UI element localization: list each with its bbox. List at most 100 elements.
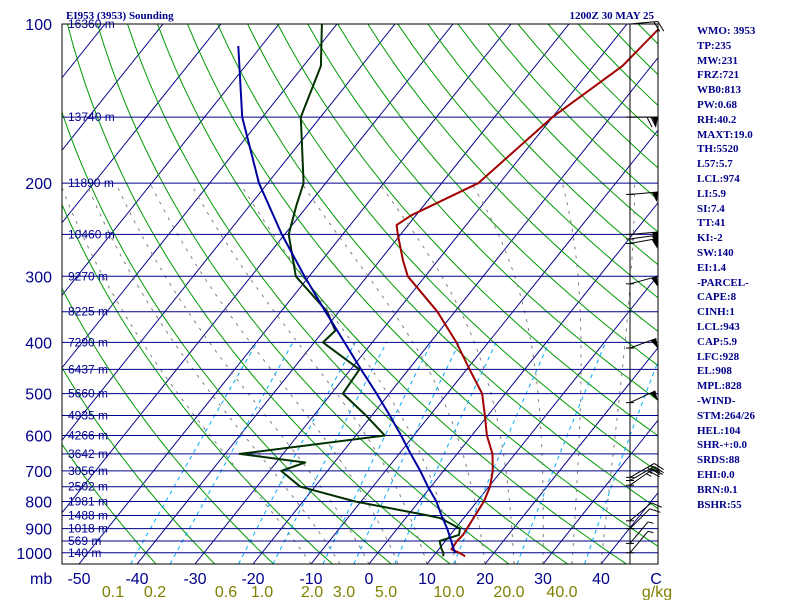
stat-line: TT:41: [697, 217, 726, 230]
pressure-tick-label: 900: [25, 522, 52, 539]
barb-staff: [629, 508, 651, 529]
dry-adiabat: [367, 24, 658, 333]
barb-full: [651, 502, 662, 508]
wind-barb: [629, 508, 661, 529]
isotherm: [368, 201, 658, 564]
isotherm: [62, 24, 164, 152]
sounding-indices-panel: WMO: 3953 TP:235 MW:231 FRZ:721 WB0:813 PW:0.…: [697, 24, 797, 512]
background-lines: [62, 24, 658, 564]
dewpoint-profile: [238, 24, 461, 557]
isotherm: [62, 24, 338, 369]
dry-adiabat: [217, 24, 658, 510]
temperature-tick-label: 40: [592, 571, 610, 588]
stat-line: WB0:813: [697, 84, 741, 97]
mixing-ratio-line: [394, 342, 497, 564]
barb-full: [649, 508, 661, 513]
dry-adiabat: [337, 24, 658, 367]
pressure-tick-label: 500: [25, 387, 52, 404]
temperature-tick-label: -20: [241, 571, 264, 588]
isotherm: [136, 24, 570, 564]
stat-line: EHI:0.0: [697, 468, 735, 481]
temperature-unit-label: C: [650, 571, 662, 588]
pressure-tick-label: 300: [25, 269, 52, 286]
barb-flag: [652, 117, 658, 128]
wind-barb: [629, 521, 654, 544]
moist-adiabat: [149, 182, 399, 564]
stat-line: LI:5.9: [697, 187, 727, 200]
wind-barb: [629, 502, 662, 522]
barb-flag: [651, 238, 658, 249]
barb-staff: [629, 238, 658, 244]
barb-full: [652, 468, 664, 475]
height-label: 1018 m: [68, 522, 108, 536]
height-label: 3642 m: [68, 447, 108, 461]
height-label: 13740 m: [68, 110, 115, 124]
stat-line: CAPE:8: [697, 291, 737, 304]
moist-adiabat: [561, 183, 582, 564]
pressure-unit-label: mb: [30, 571, 52, 588]
barb-full: [653, 462, 664, 470]
temperature-tick-label: 30: [534, 571, 552, 588]
barb-full: [649, 470, 660, 478]
isotherm: [194, 24, 628, 564]
isotherm: [62, 24, 280, 297]
barb-full: [657, 21, 665, 32]
dry-adiabat: [157, 24, 627, 564]
stat-line: CAP:5.9: [697, 335, 738, 348]
stat-line: KI:-2: [697, 232, 723, 245]
wind-barb: [629, 238, 658, 249]
isotherm: [252, 56, 658, 564]
isotherm: [62, 24, 396, 442]
mixing-ratio-tick-label: 10.0: [433, 584, 464, 600]
height-label: 11890 m: [68, 176, 114, 190]
moist-adiabat: [190, 182, 428, 564]
barb-full: [653, 21, 661, 32]
mixing-ratio-tick-label: 2.0: [301, 584, 323, 600]
barb-staff: [629, 21, 658, 25]
isotherm: [426, 274, 658, 564]
temperature-tick-label: 0: [365, 571, 374, 588]
mixing-ratio-tick-label: 5.0: [375, 584, 397, 600]
barb-half: [647, 530, 654, 534]
dry-adiabat: [62, 366, 216, 564]
barb-staff: [629, 337, 657, 349]
moist-adiabat: [471, 182, 544, 564]
stat-line: SRDS:88: [697, 454, 740, 467]
temperature-tick-label: 20: [476, 571, 494, 588]
stat-line: LFC:928: [697, 350, 740, 363]
isotherm: [62, 24, 454, 514]
mixing-ratio-tick-label: 20.0: [493, 584, 524, 600]
isotherm: [78, 24, 512, 564]
barb-half: [646, 473, 652, 477]
height-label: 5660 m: [68, 387, 108, 401]
height-label: 2502 m: [68, 480, 108, 494]
height-label: 8225 m: [68, 305, 108, 319]
mixing-ratio-line: [322, 342, 433, 564]
dry-adiabat: [62, 443, 157, 564]
stat-line: BSHR:55: [697, 498, 742, 511]
mixing-ratio-line: [453, 342, 550, 564]
stat-line: PW:0.68: [697, 98, 738, 111]
stat-line: TH:5520: [697, 143, 739, 156]
height-label: 10460 m: [68, 227, 115, 241]
mixing-ratio-line: [584, 360, 658, 564]
height-label: 1981 m: [68, 495, 108, 509]
height-label: 7290 m: [68, 335, 108, 349]
stat-line: MPL:828: [697, 380, 742, 393]
height-label: 3056 m: [68, 464, 108, 478]
stat-line: BRN:0.1: [697, 483, 738, 496]
mixing-ratio-tick-label: 3.0: [333, 584, 355, 600]
wind-barb: [629, 390, 658, 404]
dry-adiabat: [96, 24, 510, 564]
wind-barbs: [626, 21, 665, 564]
dry-adiabat: [247, 24, 658, 473]
temperature-tick-label: 10: [418, 571, 436, 588]
pressure-tick-label: 800: [25, 495, 52, 512]
barb-staff: [629, 390, 656, 404]
stat-line: HEL:104: [697, 424, 741, 437]
mixing-ratio-unit-label: g/kg: [642, 584, 672, 600]
isotherm: [62, 24, 222, 224]
stat-line: L57:5.7: [697, 158, 733, 171]
dry-adiabat: [62, 203, 333, 564]
mixing-ratio-line: [169, 342, 294, 564]
